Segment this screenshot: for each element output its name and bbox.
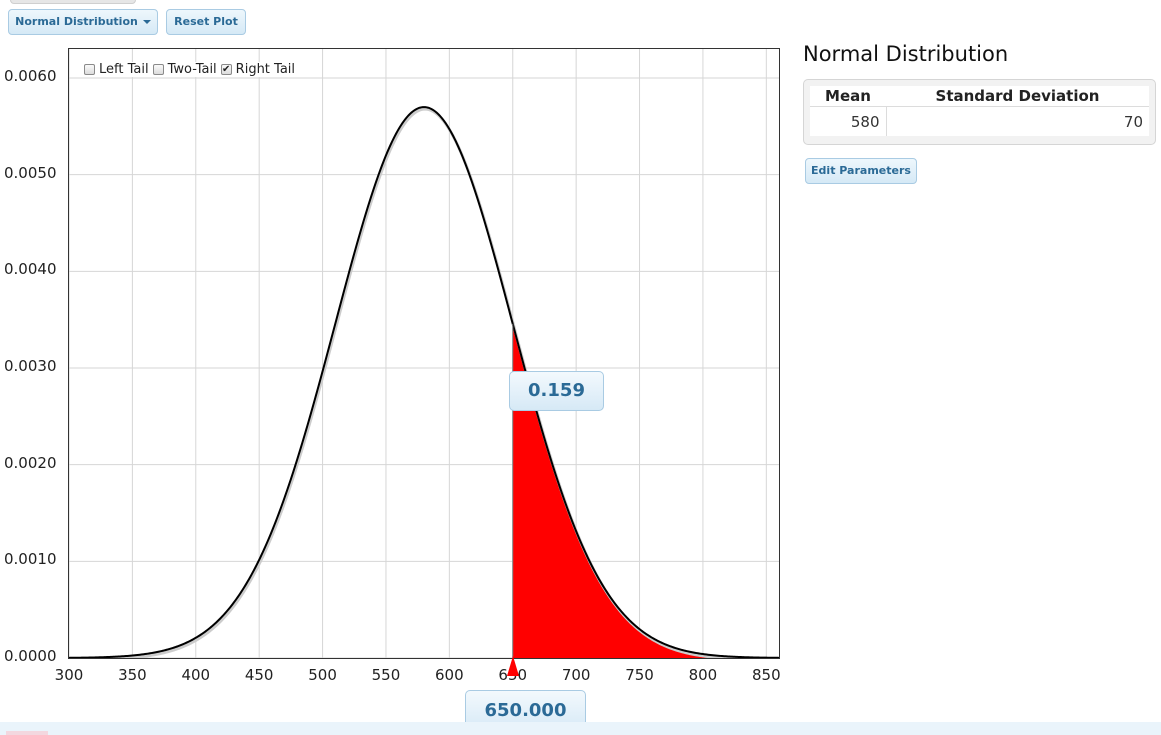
x-tick-label: 550: [371, 666, 401, 684]
right-tail-option[interactable]: ✔ Right Tail: [220, 62, 296, 77]
y-tick-label: 0.0030: [4, 357, 57, 375]
bottom-marker: [6, 731, 48, 735]
x-tick-label: 600: [435, 666, 464, 684]
y-tick-label: 0.0010: [4, 550, 57, 569]
parameters-header-row: Mean Standard Deviation: [810, 86, 1149, 107]
x-tick-label: 450: [244, 666, 274, 684]
distribution-chart: [69, 49, 779, 658]
top-tab[interactable]: [10, 0, 136, 4]
right-tail-checkbox[interactable]: ✔: [220, 64, 232, 75]
distribution-dropdown[interactable]: Normal Distribution: [8, 9, 158, 35]
x-tick-label: 700: [561, 666, 591, 684]
plot-area[interactable]: [68, 48, 780, 659]
mean-value[interactable]: 580: [810, 106, 887, 136]
y-tick-label: 0.0000: [4, 647, 57, 665]
distribution-dropdown-label: Normal Distribution: [15, 15, 138, 28]
caret-down-icon: [142, 20, 151, 24]
left-tail-checkbox[interactable]: [84, 64, 95, 75]
right-tail-shaded-area: [512, 323, 779, 658]
bottom-strip: [0, 722, 1161, 735]
x-tick-label: 500: [308, 666, 337, 684]
left-tail-label: Left Tail: [99, 62, 149, 77]
sd-header: Standard Deviation: [886, 86, 1149, 107]
x-tick-label: 850: [751, 666, 781, 684]
y-tick-label: 0.0060: [4, 67, 57, 85]
y-tick-label: 0.0040: [4, 260, 57, 279]
cutoff-marker-icon[interactable]: [506, 656, 520, 676]
sd-value[interactable]: 70: [1123, 112, 1143, 131]
mean-header: Mean: [810, 86, 886, 107]
x-tick-label: 750: [625, 666, 654, 684]
right-tail-label: Right Tail: [235, 62, 296, 77]
check-icon: ✔: [221, 64, 231, 75]
parameters-table: Mean Standard Deviation 580 70: [810, 86, 1149, 136]
curve-shadow: [92, 107, 758, 658]
grid-lines: [69, 49, 779, 658]
probability-readout: 0.159: [509, 371, 604, 411]
density-curve: [69, 106, 779, 658]
panel-title: Normal Distribution: [803, 42, 1009, 66]
x-tick-label: 350: [118, 666, 147, 684]
left-tail-option[interactable]: Left Tail: [84, 62, 149, 77]
parameters-value-row: 580 70: [810, 106, 1149, 136]
two-tail-checkbox[interactable]: [152, 64, 164, 75]
x-tick-label: 400: [181, 666, 211, 684]
reset-plot-button[interactable]: Reset Plot: [166, 9, 246, 35]
parameters-panel: Mean Standard Deviation 580 70: [803, 79, 1156, 145]
edit-parameters-button[interactable]: Edit Parameters: [805, 158, 917, 184]
y-tick-label: 0.0050: [4, 163, 57, 182]
x-tick-label: 300: [54, 666, 84, 684]
x-tick-label: 800: [688, 666, 718, 684]
two-tail-option[interactable]: Two-Tail: [152, 62, 217, 77]
two-tail-label: Two-Tail: [167, 62, 217, 77]
y-tick-label: 0.0020: [4, 453, 57, 472]
tail-options: Left Tail Two-Tail ✔ Right Tail: [84, 62, 300, 77]
